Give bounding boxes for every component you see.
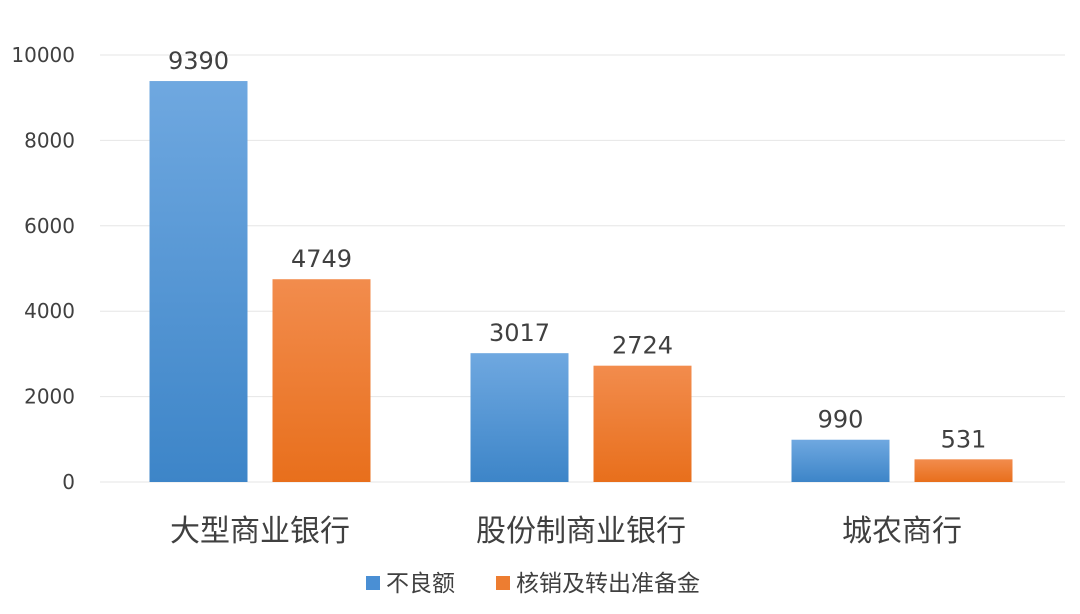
bars (149, 81, 1013, 482)
y-tick-label-10000: 10000 (11, 43, 75, 67)
bar-npl-1 (470, 353, 569, 482)
y-axis-ticks: 0 2000 4000 6000 8000 10000 (11, 43, 75, 494)
legend-label-1: 核销及转出准备金 (516, 571, 700, 597)
category-label-0: 大型商业银行 (170, 514, 350, 549)
data-label-npl-2: 990 (818, 406, 864, 434)
data-labels: 9390 4749 3017 2724 990 531 (168, 47, 986, 453)
data-label-npl-0: 9390 (168, 47, 229, 75)
data-label-writeoff-1: 2724 (612, 332, 673, 360)
bar-writeoff-1 (593, 365, 692, 482)
legend-swatch-0 (366, 576, 380, 590)
bar-writeoff-0 (272, 279, 371, 482)
y-tick-label-0: 0 (62, 470, 75, 494)
bar-npl-0 (149, 81, 248, 482)
y-tick-label-4000: 4000 (24, 299, 75, 323)
category-label-1: 股份制商业银行 (476, 514, 686, 549)
data-label-npl-1: 3017 (489, 319, 550, 347)
x-axis-categories: 大型商业银行 股份制商业银行 城农商行 (170, 514, 962, 549)
y-tick-label-8000: 8000 (24, 128, 75, 152)
legend-label-0: 不良额 (386, 571, 455, 597)
y-tick-label-6000: 6000 (24, 214, 75, 238)
gridlines (100, 54, 1065, 483)
bar-writeoff-2 (914, 459, 1013, 482)
data-label-writeoff-0: 4749 (291, 245, 352, 273)
legend: 不良额 核销及转出准备金 (366, 571, 700, 597)
legend-swatch-1 (496, 576, 510, 590)
category-label-2: 城农商行 (842, 514, 962, 549)
bar-npl-2 (791, 439, 890, 482)
y-tick-label-2000: 2000 (24, 385, 75, 409)
data-label-writeoff-2: 531 (941, 425, 987, 453)
